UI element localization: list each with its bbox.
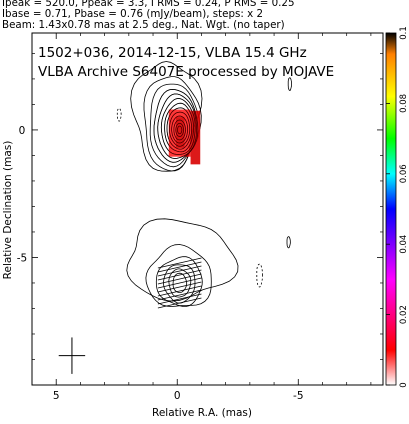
core-contour: [169, 111, 191, 147]
core-contour: [175, 122, 184, 137]
y-axis-label: Relative Declination (mas): [2, 141, 14, 280]
evpa-vector: [157, 277, 202, 289]
jet-contour: [145, 244, 212, 307]
core-contour: [149, 83, 201, 168]
plot-frame: [31, 32, 384, 386]
x-tick-label: 0: [174, 390, 181, 402]
evpa-vector: [157, 281, 202, 293]
evpa-vectors: [157, 257, 202, 309]
evpa-vector: [157, 257, 202, 269]
core-contour: [160, 98, 196, 155]
colorbar-tick-label: 0.06: [399, 164, 409, 183]
polarization-patch: [190, 110, 201, 165]
jet-contour: [155, 256, 203, 307]
evpa-vector: [157, 265, 202, 277]
chart-subtitle: VLBA Archive S6407E processed by MOJAVE: [38, 64, 334, 80]
core-contour: [153, 89, 199, 163]
stats-line-1: Ipeak = 520.0, Ppeak = 3.3, I RMS = 0.24…: [2, 0, 295, 9]
evpa-vector: [157, 293, 202, 305]
y-tick-label: -5: [17, 252, 27, 264]
core-contour: [164, 102, 194, 153]
noise-contour: [287, 77, 292, 91]
negative-contour: [116, 108, 122, 122]
core-contour: [171, 115, 188, 144]
jet-contour: [168, 268, 192, 298]
negative-contour: [256, 263, 263, 288]
evpa-vector: [157, 261, 202, 273]
x-tick-label: 5: [53, 390, 60, 402]
jet-contour: [126, 218, 239, 302]
chart-title: 1502+036, 2014-12-15, VLBA 15.4 GHz: [38, 45, 307, 61]
evpa-vector: [157, 285, 202, 297]
evpa-vector: [157, 273, 202, 285]
stats-line-2: Ibase = 0.71, Pbase = 0.76 (mJy/beam), s…: [2, 8, 264, 20]
colorbar-tick-label: 0.08: [399, 94, 409, 113]
colorbar-tick-label: 0: [399, 382, 409, 387]
evpa-vector: [157, 289, 202, 301]
core-contour: [166, 107, 193, 150]
colorbar-tick-label: 0.04: [399, 235, 409, 254]
beam-info-line: Beam: 1.43x0.78 mas at 2.5 deg., Nat. Wg…: [2, 19, 285, 31]
core-contour: [143, 76, 202, 172]
core-contour: [177, 125, 183, 135]
core-contour: [173, 119, 186, 141]
colorbar: [385, 32, 397, 386]
core-contour: [157, 93, 197, 159]
noise-contour: [286, 236, 291, 249]
colorbar-tick-label: 0.1: [399, 26, 409, 40]
evpa-vector: [157, 269, 202, 281]
y-tick-label: 0: [19, 125, 26, 137]
polarization-patch: [176, 117, 185, 148]
evpa-vector: [157, 297, 202, 309]
colorbar-tick-label: 0.02: [399, 305, 409, 324]
x-axis-label: Relative R.A. (mas): [152, 407, 252, 419]
x-tick-label: -5: [293, 390, 303, 402]
